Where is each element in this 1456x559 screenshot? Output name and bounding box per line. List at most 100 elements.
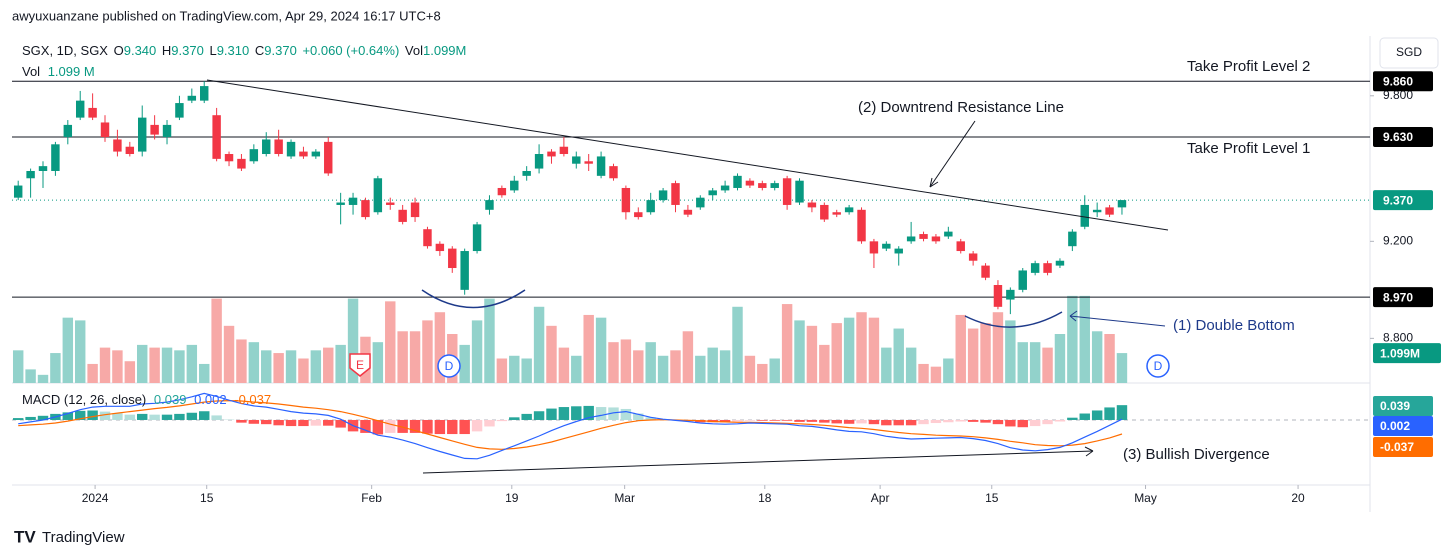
macd-hist xyxy=(881,419,892,426)
macd-hist xyxy=(967,419,979,422)
candle-body xyxy=(38,166,48,171)
macd-hist xyxy=(112,413,123,420)
volume-bar xyxy=(645,342,656,383)
legend-value: 0.002 xyxy=(194,392,227,407)
candle-body xyxy=(745,180,755,186)
legend-key: O xyxy=(114,43,124,58)
candle-body xyxy=(931,236,941,242)
macd-box xyxy=(1373,396,1433,416)
candle-body xyxy=(410,202,420,218)
macd-hist xyxy=(310,419,322,426)
volume-bar xyxy=(161,347,173,383)
dividend-marker[interactable] xyxy=(1146,354,1170,378)
macd-hist xyxy=(1042,419,1053,425)
volume-bar xyxy=(620,339,632,383)
macd-line xyxy=(18,392,1123,460)
candle-body xyxy=(435,243,445,252)
volume-bar xyxy=(707,347,718,383)
volume-bar xyxy=(149,347,160,383)
macd-hist xyxy=(62,412,74,420)
candle-body xyxy=(361,200,370,218)
earnings-label[interactable]: E xyxy=(356,358,364,372)
candle-body xyxy=(658,190,668,201)
dividend-label[interactable]: D xyxy=(1154,359,1163,373)
candle-body xyxy=(100,122,110,138)
legend-value: 9.370 xyxy=(171,43,204,58)
macd-hist xyxy=(323,419,334,426)
macd-hist xyxy=(571,406,582,420)
volume-bar xyxy=(347,298,359,383)
currency-button[interactable] xyxy=(1379,37,1439,69)
candle-body xyxy=(336,202,345,205)
legend-value: 0.039 xyxy=(154,392,187,407)
candle-body xyxy=(944,231,953,237)
macd-hist xyxy=(583,405,594,420)
macd-hist xyxy=(99,411,111,420)
macd-box xyxy=(1373,416,1433,436)
candle-body xyxy=(795,180,804,203)
candle-body xyxy=(621,187,631,213)
volume-bar xyxy=(496,358,508,383)
volume-bar xyxy=(323,347,334,383)
x-tick-label: May xyxy=(1134,491,1157,505)
volume-bar xyxy=(744,355,756,383)
candle-body xyxy=(832,212,841,215)
macd-hist xyxy=(1079,413,1090,420)
candle-body xyxy=(696,197,705,208)
volume-bar xyxy=(583,314,594,383)
candle-body xyxy=(1080,204,1089,227)
macd-hist xyxy=(930,419,942,424)
macd-hist xyxy=(980,419,991,423)
volume-bar xyxy=(223,325,235,383)
volume-bar xyxy=(571,355,582,383)
volume-legend: Vol 1.099 M xyxy=(22,64,95,79)
macd-hist xyxy=(1029,419,1041,427)
macd-hist xyxy=(74,410,86,420)
last-price-box xyxy=(1373,190,1433,211)
macd-hist xyxy=(199,411,210,420)
macd-hist xyxy=(905,419,917,426)
macd-hist xyxy=(37,415,49,420)
macd-hist xyxy=(757,419,768,421)
x-tick-label: 15 xyxy=(200,491,214,505)
candle-body xyxy=(609,166,618,179)
legend-value: 9.340 xyxy=(124,43,157,58)
x-tick-label: Apr xyxy=(871,491,890,505)
earnings-marker[interactable] xyxy=(349,353,371,377)
macd-hist xyxy=(422,419,433,434)
macd-label: -0.037 xyxy=(1380,440,1414,454)
candle-body xyxy=(1030,263,1040,273)
macd-hist xyxy=(819,419,830,423)
macd-hist xyxy=(1067,417,1078,420)
macd-title: MACD (12, 26, close) xyxy=(22,392,146,407)
macd-hist xyxy=(372,419,384,435)
legend-key: C xyxy=(255,43,264,58)
macd-hist xyxy=(1054,419,1066,422)
volume-bar xyxy=(1017,342,1028,383)
volume-bar xyxy=(757,363,768,383)
macd-hist xyxy=(1005,419,1016,427)
currency[interactable]: SGD xyxy=(1396,45,1422,59)
dividend-label[interactable]: D xyxy=(445,359,454,373)
macd-hist xyxy=(868,419,880,425)
volume-bar xyxy=(261,350,272,383)
volume-bar xyxy=(595,317,607,383)
dividend-marker[interactable] xyxy=(437,354,461,378)
macd-hist xyxy=(831,419,842,424)
volume-bar xyxy=(1079,295,1090,383)
volume-bar xyxy=(137,344,148,383)
volume-bar xyxy=(236,339,247,383)
volume-bar xyxy=(930,366,942,383)
volume-bar xyxy=(174,350,185,383)
candle-body xyxy=(993,285,1003,307)
legend-key: Vol xyxy=(405,43,423,58)
macd-hist xyxy=(87,410,98,420)
candle-body xyxy=(13,185,23,198)
level-label: 8.970 xyxy=(1383,290,1413,304)
candle-body xyxy=(634,212,643,218)
candle-body xyxy=(125,146,135,155)
volume-bar xyxy=(434,312,446,383)
volume-bar xyxy=(670,350,681,383)
annotation: Take Profit Level 2 xyxy=(1187,58,1310,75)
macd-hist xyxy=(620,408,632,420)
